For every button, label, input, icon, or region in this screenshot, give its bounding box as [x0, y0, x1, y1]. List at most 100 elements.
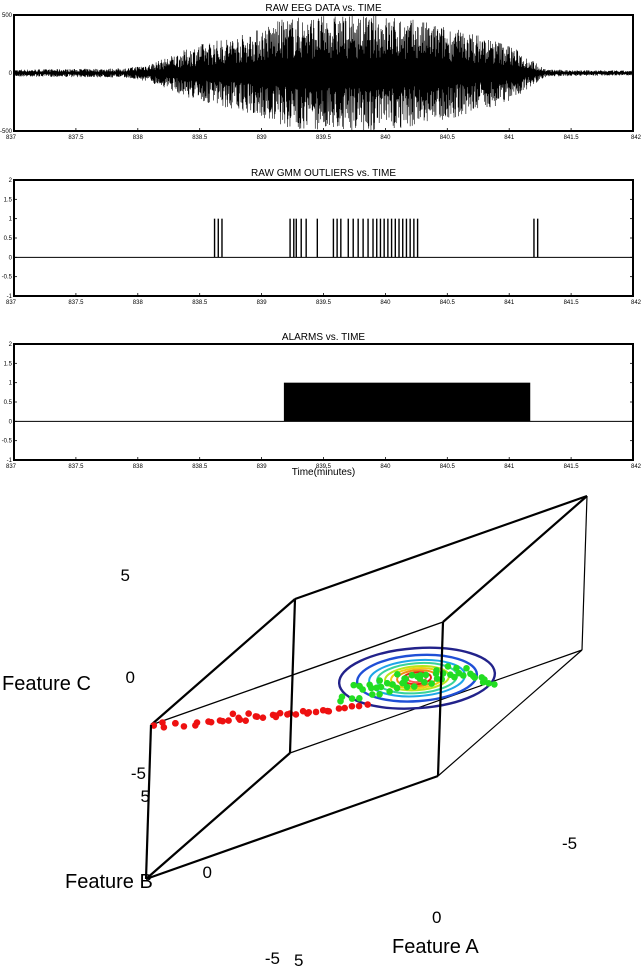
inlier-point [469, 672, 477, 680]
outlier-point [219, 717, 226, 725]
eeg-trace [13, 15, 634, 132]
y-tick-label: 0 [9, 71, 13, 77]
inlier-point [359, 686, 366, 693]
x-tick-label: 837 [6, 135, 17, 141]
box-edge [442, 495, 588, 623]
inlier-point [373, 684, 380, 692]
y-tick-label: 0.5 [4, 400, 13, 406]
outlier-point [180, 723, 188, 730]
x-tick-label: 838.5 [192, 135, 208, 141]
x-tick-label: 842 [631, 300, 641, 306]
c-tick-label: 5 [121, 566, 130, 585]
inlier-point [386, 688, 393, 695]
y-tick-label: 2 [9, 178, 13, 184]
inlier-point [463, 664, 470, 672]
box-edge [581, 495, 588, 651]
x-tick-label: 840.5 [440, 464, 456, 470]
b-tick-label: 5 [141, 787, 150, 806]
inlier-point [491, 681, 498, 688]
outlier-point [259, 714, 267, 721]
outlier-point [325, 708, 333, 715]
outlier-point [253, 713, 261, 720]
outlier-point [207, 718, 215, 726]
y-tick-label: -0.5 [2, 275, 13, 281]
inlier-point [428, 680, 435, 687]
x-tick-label: 841 [504, 300, 515, 306]
inlier-point [356, 695, 363, 702]
outlier-point [348, 702, 356, 710]
a-tick-label: 5 [294, 951, 303, 970]
x-tick-label: 837 [6, 464, 17, 470]
a-tick-label: 0 [432, 908, 441, 927]
x-tick-label: 841 [504, 464, 515, 470]
gmm-contour [355, 653, 479, 703]
y-tick-label: 0 [9, 419, 13, 425]
inlier-point [368, 684, 375, 692]
y-tick-label: -0.5 [2, 439, 13, 445]
box-edge [294, 494, 588, 601]
inlier-point [393, 684, 401, 692]
box-edge [144, 724, 153, 880]
inlier-point [408, 671, 416, 679]
inlier-point [416, 675, 424, 682]
x-tick-label: 839 [257, 300, 268, 306]
feature-b-label: Feature B [65, 871, 153, 893]
y-tick-label: -500 [0, 129, 13, 135]
x-tick-label: 839.5 [316, 464, 332, 470]
x-tick-label: 840.5 [440, 300, 456, 306]
plot-frame [13, 179, 634, 297]
chart-title: RAW EEG DATA vs. TIME [265, 3, 382, 14]
inlier-point [389, 681, 396, 688]
x-tick-label: 841.5 [564, 135, 580, 141]
y-tick-label: 2 [9, 342, 13, 348]
y-tick-label: -1 [7, 458, 13, 464]
outlier-point [292, 711, 300, 718]
box-edge [150, 621, 444, 726]
inlier-point [421, 679, 428, 686]
alarm-interval [283, 382, 531, 422]
y-tick-label: 1.5 [4, 361, 13, 367]
c-tick-label: 0 [126, 668, 135, 687]
x-tick-label: 842 [631, 135, 641, 141]
y-tick-label: 500 [2, 13, 13, 19]
outlier-point [335, 705, 343, 712]
x-tick-label: 839 [257, 135, 268, 141]
x-axis-label: Time(minutes) [292, 467, 356, 478]
b-tick-label: -5 [265, 949, 280, 968]
box-edge [437, 649, 583, 777]
x-tick-label: 841.5 [564, 300, 580, 306]
inlier-point [433, 667, 440, 674]
feature-c-label: Feature C [2, 673, 91, 695]
x-tick-label: 838 [133, 464, 144, 470]
inlier-point [481, 676, 488, 683]
y-tick-label: -1 [7, 294, 13, 300]
outlier-point [341, 704, 348, 712]
a-tick-label: -5 [562, 834, 577, 853]
outlier-point [305, 708, 313, 716]
outlier-point [192, 722, 199, 729]
inlier-point [403, 683, 411, 691]
inlier-point [376, 690, 383, 698]
x-tick-label: 837.5 [68, 135, 84, 141]
outlier-point [150, 722, 158, 729]
c-tick-label: -5 [131, 764, 146, 783]
box-edge [145, 752, 291, 880]
inlier-point [410, 683, 418, 690]
box-edge [436, 621, 445, 777]
x-tick-label: 838 [133, 135, 144, 141]
x-tick-label: 840 [380, 464, 391, 470]
y-tick-label: 1 [9, 381, 13, 387]
box-edge [145, 774, 439, 881]
chart-title: ALARMS vs. TIME [282, 332, 365, 343]
outlier-point [312, 708, 320, 716]
feature-a-label: Feature A [392, 936, 479, 958]
box-edge [289, 649, 583, 754]
outlier-point [242, 717, 249, 724]
x-tick-label: 840 [380, 135, 391, 141]
inlier-point [422, 671, 430, 679]
y-tick-label: 0.5 [4, 236, 13, 242]
x-tick-label: 841.5 [564, 464, 580, 470]
outlier-point [236, 716, 244, 723]
y-tick-label: 1.5 [4, 197, 13, 203]
